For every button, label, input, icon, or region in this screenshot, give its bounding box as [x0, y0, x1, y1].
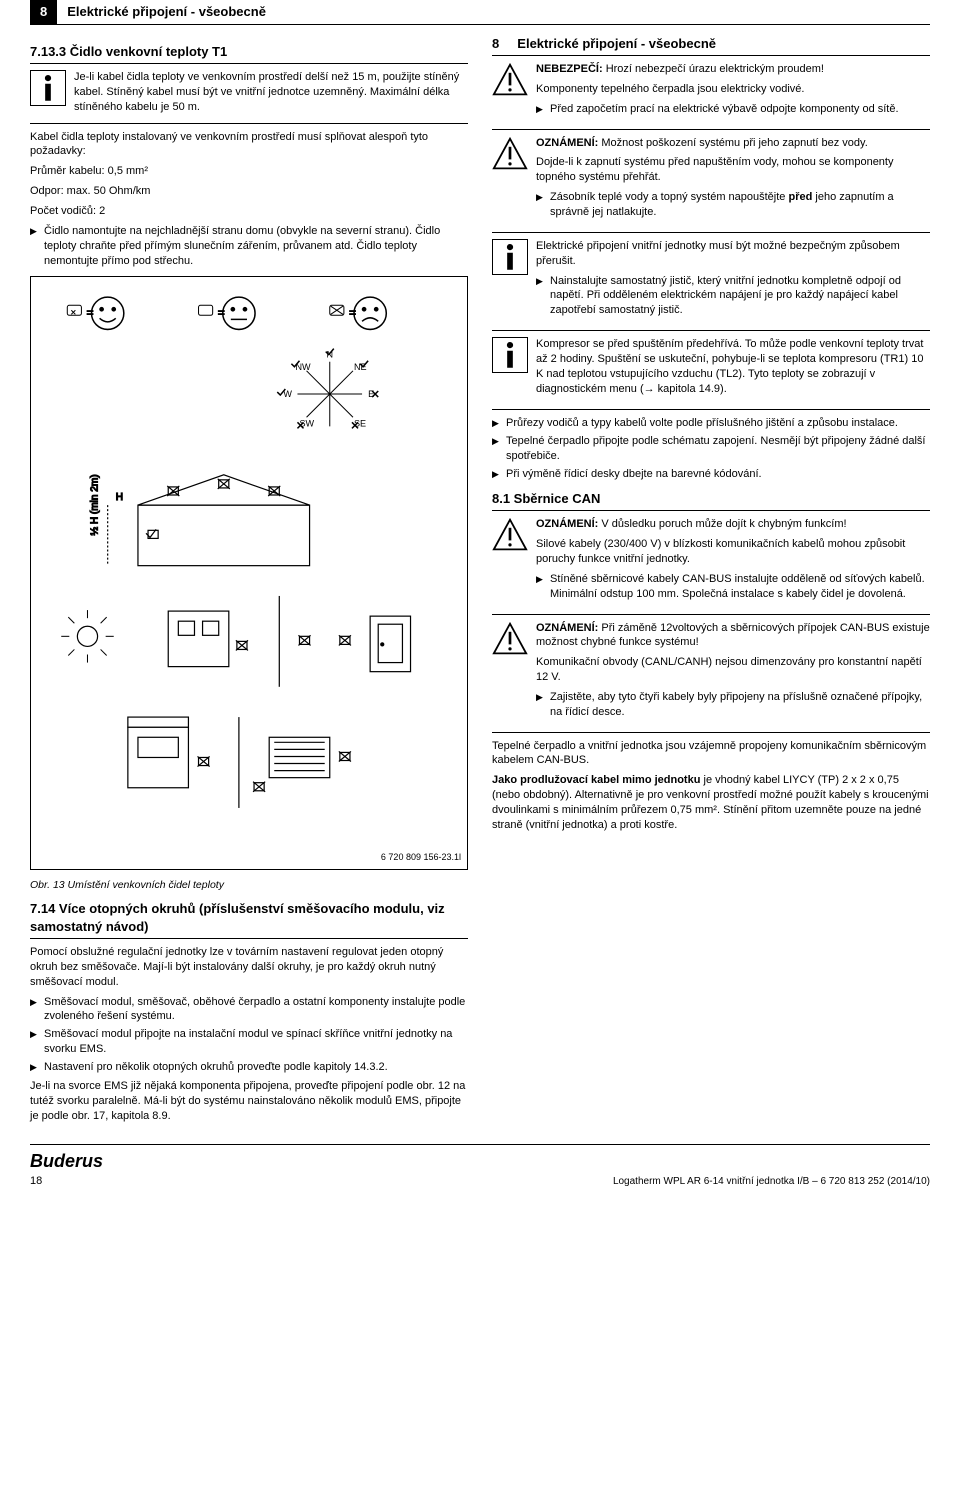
figure-id: 6 720 809 156-23.1l	[37, 851, 461, 863]
b-7-14-1: Směšovací modul, směšovač, oběhové čerpa…	[30, 995, 468, 1025]
section-8-1-heading: 8.1 Sběrnice CAN	[492, 490, 930, 512]
warning-icon	[492, 136, 528, 172]
svg-text:½ H (min 2m): ½ H (min 2m)	[90, 475, 101, 536]
page-footer: Buderus 18 Logatherm WPL AR 6-14 vnitřní…	[30, 1144, 930, 1188]
right-column: 8 Elektrické připojení - všeobecně NEBEZ…	[492, 35, 930, 1129]
s8-b2: Tepelné čerpadlo připojte podle schématu…	[492, 434, 930, 464]
svg-text:H: H	[116, 492, 123, 503]
p-7-14-intro: Pomocí obslužné regulační jednotky lze v…	[30, 945, 468, 990]
notice2-bullet: Stíněné sběrnicové kabely CAN-BUS instal…	[536, 572, 930, 602]
section-8-heading: 8 Elektrické připojení - všeobecně	[492, 35, 930, 57]
requirements-intro: Kabel čidla teploty instalovaný ve venko…	[30, 130, 468, 160]
document-id: Logatherm WPL AR 6-14 vnitřní jednotka I…	[613, 1175, 930, 1189]
svg-text:E: E	[368, 389, 374, 399]
figure-13-svg: = = = N NE E SE SW	[37, 283, 461, 848]
p-8-1-extension: Jako prodlužovací kabel mimo jednotku je…	[492, 773, 930, 832]
warning-icon	[492, 62, 528, 98]
notice-box-3: OZNÁMENÍ: Při záměně 12voltových a sběrn…	[492, 621, 930, 724]
figure-13-frame: = = = N NE E SE SW	[30, 276, 468, 869]
info-icon	[30, 70, 66, 106]
info-text: Je-li kabel čidla teploty ve venkovním p…	[74, 70, 468, 115]
info-box-2: Kompresor se před spuštěním předehřívá. …	[492, 337, 930, 401]
page-header: 8 Elektrické připojení - všeobecně	[30, 0, 930, 25]
info-box-1: Elektrické připojení vnitřní jednotky mu…	[492, 239, 930, 322]
info-icon	[492, 337, 528, 373]
figure-caption: Obr. 13 Umístění venkovních čidel teplot…	[30, 878, 468, 892]
header-number: 8	[30, 0, 57, 24]
info-icon	[492, 239, 528, 275]
warning-icon	[492, 621, 528, 657]
section-7-14-heading: 7.14 Více otopných okruhů (příslušenství…	[30, 900, 468, 939]
req-conductors: Počet vodičů: 2	[30, 204, 468, 219]
s8-b1: Průřezy vodičů a typy kabelů volte podle…	[492, 416, 930, 431]
svg-text:NE: NE	[354, 362, 367, 372]
danger1-bullet: Před započetím prací na elektrické výbav…	[536, 102, 930, 117]
svg-text:=: =	[86, 306, 93, 320]
section-7-13-3-heading: 7.13.3 Čidlo venkovní teploty T1	[30, 43, 468, 65]
p-7-14-ems: Je-li na svorce EMS již nějaká komponent…	[30, 1079, 468, 1124]
notice1-bullet: Zásobník teplé vody a topný systém napou…	[536, 190, 930, 220]
mounting-instruction: Čidlo namontujte na nejchladnější stranu…	[30, 224, 468, 269]
req-resistance: Odpor: max. 50 Ohm/km	[30, 184, 468, 199]
danger-box-1: NEBEZPEČÍ: Hrozí nebezpečí úrazu elektri…	[492, 62, 930, 121]
b-7-14-2: Směšovací modul připojte na instalační m…	[30, 1027, 468, 1057]
notice-box-2: OZNÁMENÍ: V důsledku poruch může dojít k…	[492, 517, 930, 605]
info1-bullet: Nainstalujte samostatný jistič, který vn…	[536, 274, 930, 319]
header-title: Elektrické připojení - všeobecně	[57, 0, 276, 24]
req-diameter: Průměr kabelu: 0,5 mm²	[30, 164, 468, 179]
warning-icon	[492, 517, 528, 553]
brand-logo: Buderus	[30, 1149, 103, 1173]
notice-box-1: OZNÁMENÍ: Možnost poškození systému při …	[492, 136, 930, 224]
svg-text:=: =	[218, 306, 225, 320]
s8-b3: Při výměně řídicí desky dbejte na barevn…	[492, 467, 930, 482]
b-7-14-3: Nastavení pro několik otopných okruhů pr…	[30, 1060, 468, 1075]
p-8-1-canbus: Tepelné čerpadlo a vnitřní jednotka jsou…	[492, 739, 930, 769]
page-number: 18	[30, 1174, 103, 1189]
left-column: 7.13.3 Čidlo venkovní teploty T1 Je-li k…	[30, 35, 468, 1129]
info-box-7133: Je-li kabel čidla teploty ve venkovním p…	[30, 70, 468, 115]
svg-text:=: =	[349, 306, 356, 320]
notice3-bullet: Zajistěte, aby tyto čtyři kabely byly př…	[536, 690, 930, 720]
